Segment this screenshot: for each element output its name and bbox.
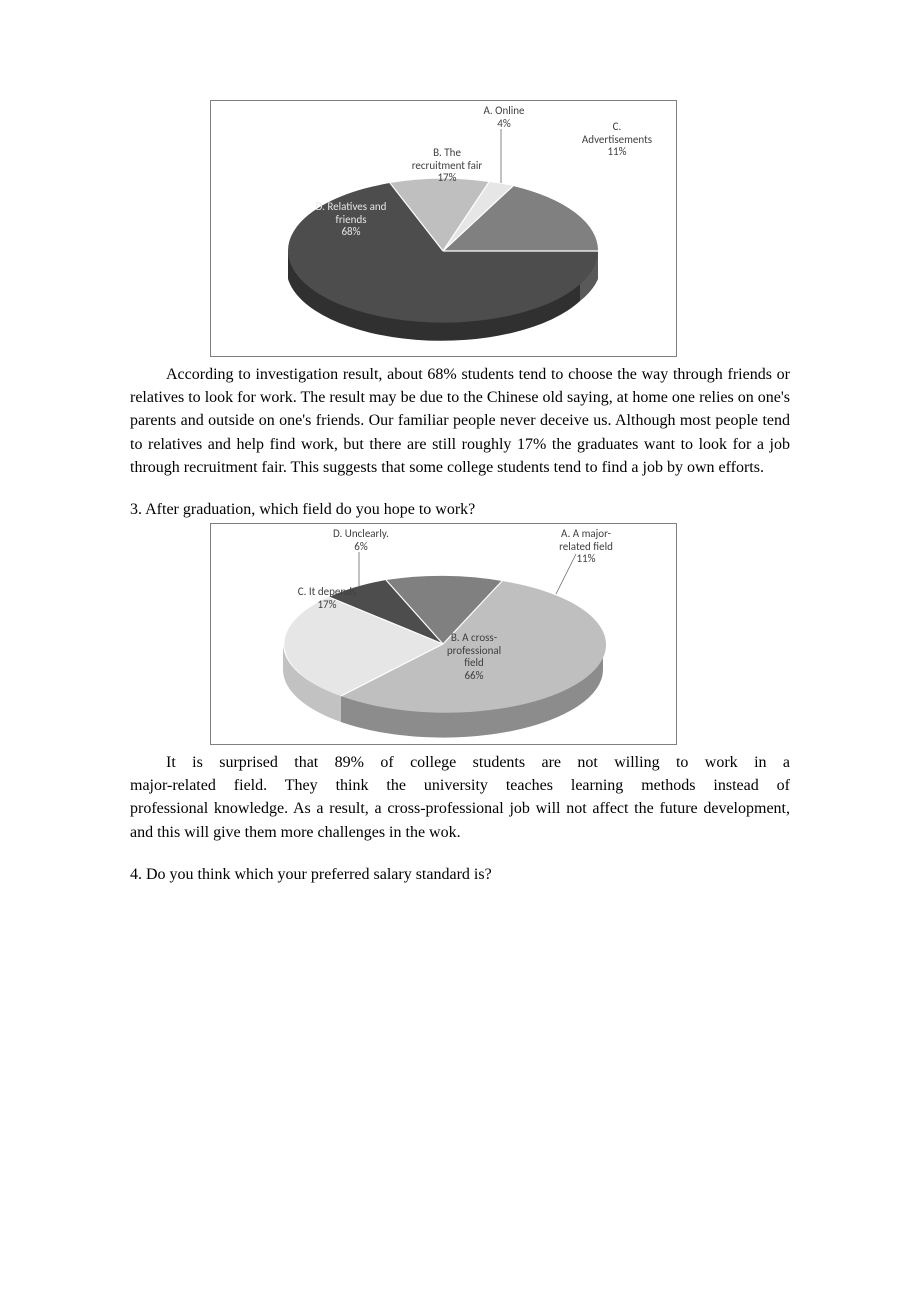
d-l2: friends <box>335 213 366 226</box>
chart2-label-d: D. Unclearly. 6% <box>321 528 401 553</box>
chart2-label-b: B. A cross- professional field 66% <box>429 632 519 683</box>
c2-l2: 17% <box>317 598 336 611</box>
d2-l1: D. Unclearly. <box>333 527 389 540</box>
b2-l4: 66% <box>464 669 483 682</box>
a2-l3: 11% <box>576 552 595 565</box>
a-l1: A. Online <box>483 104 524 117</box>
a2-l2: related field <box>559 540 613 553</box>
c-l1: C. <box>613 120 622 133</box>
question-4: 4. Do you think which your preferred sal… <box>130 866 790 884</box>
page: A. Online 4% C. Advertisements 11% B. Th… <box>0 0 920 1088</box>
c2-l1: C. It depends <box>298 585 356 598</box>
b-l2: recruitment fair <box>412 159 483 172</box>
chart2-label-a: A. A major- related field 11% <box>541 528 631 566</box>
d2-l2: 6% <box>354 540 367 553</box>
paragraph-2c: professional knowledge. As a result, a c… <box>130 797 790 843</box>
paragraph-2b: major-related field. They think the univ… <box>130 774 790 797</box>
paragraph-1: According to investigation result, about… <box>130 363 790 479</box>
c-l2: Advertisements <box>582 133 652 146</box>
b2-l2: professional <box>447 644 501 657</box>
b-l3: 17% <box>437 171 456 184</box>
chart2-label-c: C. It depends 17% <box>287 586 367 611</box>
d-l3: 68% <box>341 225 360 238</box>
chart2-frame: D. Unclearly. 6% A. A major- related fie… <box>210 523 677 745</box>
d-l1: D. Relatives and <box>316 200 387 213</box>
chart1-label-a: A. Online 4% <box>469 105 539 130</box>
paragraph-2a: It is surprised that 89% of college stud… <box>130 751 790 774</box>
a2-l1: A. A major- <box>561 527 611 540</box>
chart1-frame: A. Online 4% C. Advertisements 11% B. Th… <box>210 100 677 357</box>
b2-l1: B. A cross- <box>451 631 497 644</box>
b-l1: B. The <box>433 146 461 159</box>
question-3: 3. After graduation, which field do you … <box>130 501 790 519</box>
chart1-label-b: B. The recruitment fair 17% <box>397 147 497 185</box>
c-l3: 11% <box>607 145 626 158</box>
chart1-label-c: C. Advertisements 11% <box>569 121 665 159</box>
a-l2: 4% <box>497 117 510 130</box>
chart1-label-d: D. Relatives and friends 68% <box>301 201 401 239</box>
b2-l3: field <box>464 656 484 669</box>
